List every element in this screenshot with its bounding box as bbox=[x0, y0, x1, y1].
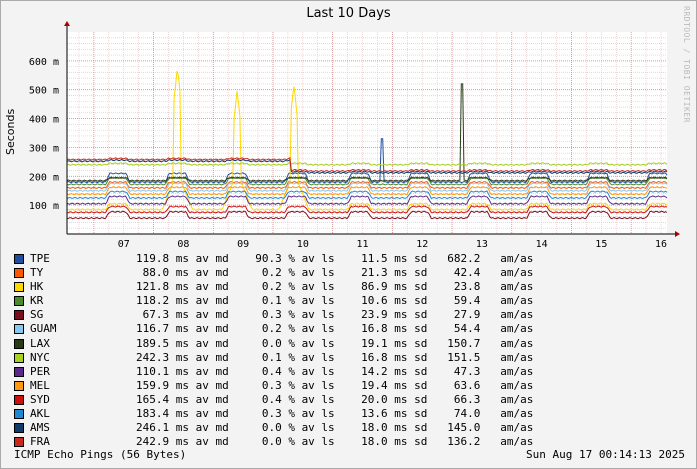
series-line-lax bbox=[66, 83, 668, 182]
x-tick-label: 07 bbox=[118, 239, 130, 250]
series-line-kr bbox=[66, 176, 668, 186]
legend-stats: 165.4 ms av md 0.4 % av ls 20.0 ms sd 66… bbox=[136, 392, 534, 406]
footer-description: ICMP Echo Pings (56 Bytes) bbox=[14, 448, 187, 461]
y-tick-label: 500 m bbox=[29, 86, 59, 97]
series-line-per bbox=[66, 195, 668, 205]
legend-name: PER bbox=[30, 364, 50, 378]
legend-stats: 242.3 ms av md 0.1 % av ls 16.8 ms sd 15… bbox=[136, 350, 534, 364]
rrdtool-watermark: RRDTOOL / TOBI OETIKER bbox=[682, 6, 691, 123]
series-line-ams bbox=[66, 158, 668, 174]
legend-swatch bbox=[14, 310, 24, 321]
series-line-ty bbox=[66, 180, 668, 190]
legend-name: AMS bbox=[30, 421, 50, 435]
y-tick-label: 200 m bbox=[29, 172, 59, 183]
legend-name: KR bbox=[30, 294, 44, 308]
legend-stats: 110.1 ms av md 0.4 % av ls 14.2 ms sd 47… bbox=[136, 364, 534, 378]
legend-swatch bbox=[14, 394, 24, 405]
legend-stats: 119.8 ms av md 90.3 % av ls 11.5 ms sd 6… bbox=[136, 252, 534, 265]
legend-name: MEL bbox=[30, 378, 50, 392]
x-tick-label: 10 bbox=[297, 239, 309, 250]
legend-stats: 118.2 ms av md 0.1 % av ls 10.6 ms sd 59… bbox=[136, 294, 534, 308]
legend-swatch bbox=[14, 324, 24, 335]
x-tick-label: 15 bbox=[595, 239, 607, 250]
x-axis-arrow bbox=[675, 231, 680, 237]
y-axis-arrow bbox=[64, 21, 70, 26]
y-tick-label: 600 m bbox=[29, 57, 59, 68]
legend-swatch bbox=[14, 380, 24, 391]
chart-title: Last 10 Days bbox=[306, 6, 391, 21]
legend-name: TPE bbox=[30, 252, 50, 265]
legend-swatch bbox=[14, 282, 24, 293]
series-line-syd bbox=[66, 205, 668, 214]
legend-stats: 67.3 ms av md 0.3 % av ls 23.9 ms sd 27.… bbox=[136, 308, 534, 322]
x-tick-label: 14 bbox=[536, 239, 548, 250]
legend-stats: 242.9 ms av md 0.0 % av ls 18.0 ms sd 13… bbox=[136, 435, 534, 449]
legend-swatch bbox=[14, 409, 24, 420]
legend-swatch bbox=[14, 338, 24, 349]
legend-swatch bbox=[14, 423, 24, 434]
series-line-fra bbox=[66, 157, 668, 173]
series-line-nyc bbox=[67, 162, 668, 166]
series-line-mel bbox=[66, 186, 668, 196]
x-tick-label: 09 bbox=[237, 239, 249, 250]
legend-swatch bbox=[14, 366, 24, 377]
legend-name: LAX bbox=[30, 336, 50, 350]
y-tick-label: 100 m bbox=[29, 201, 59, 212]
legend-stats: 121.8 ms av md 0.2 % av ls 86.9 ms sd 23… bbox=[136, 280, 534, 294]
series-line-tpe bbox=[66, 138, 668, 184]
legend-stats: 88.0 ms av md 0.2 % av ls 21.3 ms sd 42.… bbox=[136, 266, 534, 280]
legend-name: TY bbox=[30, 266, 44, 280]
legend-name: FRA bbox=[30, 435, 50, 449]
legend-stats: 189.5 ms av md 0.0 % av ls 19.1 ms sd 15… bbox=[136, 336, 534, 350]
legend-name: SYD bbox=[30, 392, 50, 406]
legend-stats: 183.4 ms av md 0.3 % av ls 13.6 ms sd 74… bbox=[136, 407, 534, 421]
x-tick-label: 08 bbox=[177, 239, 189, 250]
legend-name: HK bbox=[30, 280, 44, 294]
legend-swatch bbox=[14, 268, 24, 279]
legend-name: AKL bbox=[30, 407, 50, 421]
y-tick-label: 300 m bbox=[29, 143, 59, 154]
legend-swatch bbox=[14, 352, 24, 363]
legend-swatch bbox=[14, 437, 24, 448]
x-tick-label: 12 bbox=[416, 239, 428, 250]
series-line-akl bbox=[66, 190, 668, 200]
series-line-sg bbox=[66, 210, 668, 220]
legend-stats: 246.1 ms av md 0.0 % av ls 18.0 ms sd 14… bbox=[136, 421, 534, 435]
series-line-guam bbox=[66, 182, 668, 193]
legend-name: NYC bbox=[30, 350, 50, 364]
legend-swatch bbox=[14, 254, 24, 264]
series-line-hk bbox=[66, 70, 668, 211]
legend-swatch bbox=[14, 296, 24, 307]
x-tick-label: 11 bbox=[356, 239, 368, 250]
legend-stats: 159.9 ms av md 0.3 % av ls 19.4 ms sd 63… bbox=[136, 378, 534, 392]
y-tick-label: 400 m bbox=[29, 115, 59, 126]
x-tick-label: 13 bbox=[476, 239, 488, 250]
x-tick-label: 16 bbox=[655, 239, 667, 250]
legend-name: GUAM bbox=[30, 322, 57, 336]
legend-stats: 116.7 ms av md 0.2 % av ls 16.8 ms sd 54… bbox=[136, 322, 534, 336]
legend-name: SG bbox=[30, 308, 44, 322]
footer-timestamp: Sun Aug 17 00:14:13 2025 bbox=[526, 448, 685, 461]
